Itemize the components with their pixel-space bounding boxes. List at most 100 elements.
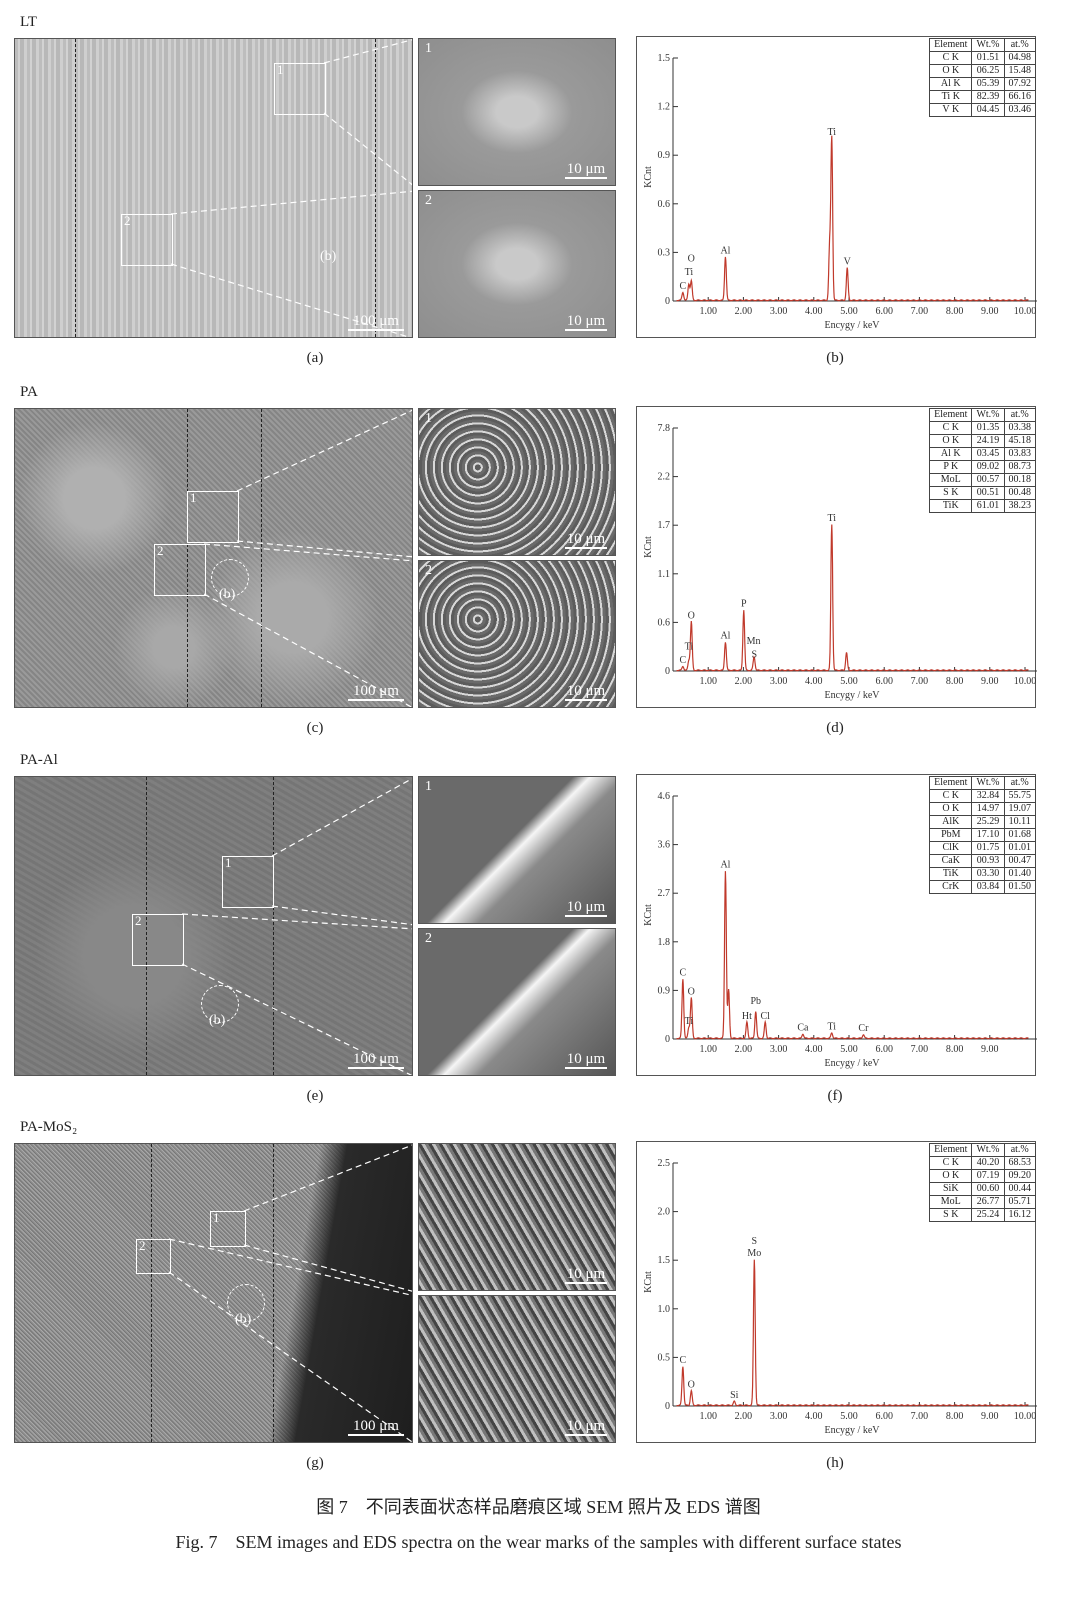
table-header: Element xyxy=(929,1143,973,1157)
x-tick-label: 4.00 xyxy=(805,1411,823,1422)
x-tick-label: 7.00 xyxy=(911,1411,929,1422)
peak-label: Ti xyxy=(685,267,694,278)
table-cell: 01.50 xyxy=(1003,880,1036,894)
y-tick-label: 1.5 xyxy=(658,53,671,64)
table-cell: O K xyxy=(929,802,973,816)
zoom-box-1: 1 xyxy=(210,1210,246,1247)
table-cell: 00.60 xyxy=(971,1182,1005,1196)
zoom-box-number: 2 xyxy=(139,1238,146,1253)
table-cell: 08.73 xyxy=(1003,460,1036,474)
table-row: C K 32.84 55.75 xyxy=(929,789,1036,803)
x-tick-label: 5.00 xyxy=(840,1044,858,1055)
x-tick-label: 3.00 xyxy=(770,306,788,317)
peak-label-group: Cl xyxy=(760,1011,770,1022)
peak-label-group: Al xyxy=(720,631,730,642)
table-header-row: Element Wt.% at.% xyxy=(929,1143,1036,1157)
x-tick-label: 9.00 xyxy=(981,1044,999,1055)
table-header: Wt.% xyxy=(971,38,1005,52)
peak-label-group: Ti xyxy=(827,513,836,524)
table-row: CaK 00.93 00.47 xyxy=(929,854,1036,868)
peak-label-group: Si xyxy=(730,1390,739,1401)
table-cell: 24.19 xyxy=(971,434,1005,448)
peak-label-group: C xyxy=(680,281,687,292)
table-row: O K 14.97 19.07 xyxy=(929,802,1036,816)
table-cell: 04.98 xyxy=(1003,51,1036,65)
x-tick-label: 8.00 xyxy=(946,1044,964,1055)
x-tick-label: 7.00 xyxy=(911,1044,929,1055)
row-label: PA-Al xyxy=(20,752,58,768)
zoom-box-number: 1 xyxy=(213,1210,220,1225)
sem-image-main: 1 2 (b) 100 μm xyxy=(14,1143,413,1443)
peak-label-group: Ti xyxy=(827,127,836,138)
table-cell: 25.29 xyxy=(971,815,1005,829)
table-cell: CrK xyxy=(929,880,973,894)
zoom-connector-line xyxy=(168,1238,412,1296)
y-tick-label: 0 xyxy=(665,296,670,307)
table-cell: CaK xyxy=(929,854,973,868)
peak-label-group: SMo xyxy=(747,1236,761,1259)
table-row: Al K 05.39 07.92 xyxy=(929,77,1036,91)
peak-label-group: O xyxy=(688,610,695,621)
eds-region-label: (b) xyxy=(219,587,236,602)
y-tick-label: 1.8 xyxy=(658,937,671,948)
table-row: O K 24.19 45.18 xyxy=(929,434,1036,448)
peak-label-group: V xyxy=(844,257,852,268)
table-cell: 68.53 xyxy=(1003,1156,1036,1170)
dashed-track-boundary xyxy=(75,39,76,337)
peak-label: C xyxy=(680,1355,687,1366)
y-tick-label: 0 xyxy=(665,666,670,677)
table-header: at.% xyxy=(1003,38,1036,52)
peak-label-group: C xyxy=(680,1355,687,1366)
table-header-row: Element Wt.% at.% xyxy=(929,776,1036,790)
table-cell: 06.25 xyxy=(971,64,1005,78)
table-row: S K 25.24 16.12 xyxy=(929,1208,1036,1222)
peak-label: Ht xyxy=(742,1011,752,1022)
panel-tag-sem: (e) xyxy=(306,1088,324,1104)
eds-composition-table: Element Wt.% at.% C K 32.84 55.75 O K 14.97 19.0… xyxy=(929,776,1036,894)
eds-plot: 0 0.6 1.1 1.7 2.2 7.8 1.00 2.00 3.00 4.00 5.00 6.00… xyxy=(643,423,1037,701)
zoom-box-number: 1 xyxy=(225,855,232,870)
table-cell: 00.93 xyxy=(971,854,1005,868)
peak-label: Mn xyxy=(747,636,761,647)
peak-label: O xyxy=(688,987,695,998)
table-cell: 61.01 xyxy=(971,499,1005,513)
sem-image-inset-2: 10 μm xyxy=(418,1295,616,1443)
table-cell: 07.92 xyxy=(1003,77,1036,91)
table-header: at.% xyxy=(1003,776,1036,790)
x-tick-label: 4.00 xyxy=(805,676,823,687)
y-tick-label: 1.2 xyxy=(658,102,671,113)
scale-bar-inset: 10 μm xyxy=(565,313,607,331)
x-tick-label: 10.00 xyxy=(1014,1411,1037,1422)
table-cell: 15.48 xyxy=(1003,64,1036,78)
zoom-box-number: 2 xyxy=(135,913,142,928)
x-tick-label: 9.00 xyxy=(981,306,999,317)
table-row: O K 06.25 15.48 xyxy=(929,64,1036,78)
x-tick-label: 7.00 xyxy=(911,676,929,687)
peak-label-group: P xyxy=(741,599,747,610)
table-cell: 03.45 xyxy=(971,447,1005,461)
y-tick-label: 7.8 xyxy=(658,423,671,434)
x-tick-label: 5.00 xyxy=(840,676,858,687)
zoom-box-2: 2 xyxy=(136,1238,171,1274)
dashed-track-boundary xyxy=(261,409,262,707)
x-tick-label: 8.00 xyxy=(946,1411,964,1422)
table-cell: P K xyxy=(929,460,973,474)
x-tick-label: 3.00 xyxy=(770,676,788,687)
peak-label: P xyxy=(741,599,747,610)
table-cell: 00.51 xyxy=(971,486,1005,500)
peak-label: Al xyxy=(720,860,730,871)
table-cell: 01.75 xyxy=(971,841,1005,855)
zoom-connector-line xyxy=(271,777,412,857)
y-tick-label: 1.1 xyxy=(658,569,671,580)
table-header: at.% xyxy=(1003,1143,1036,1157)
dashed-track-boundary xyxy=(375,39,376,337)
table-cell: 03.84 xyxy=(971,880,1005,894)
x-tick-label: 2.00 xyxy=(735,1044,753,1055)
x-tick-label: 3.00 xyxy=(770,1411,788,1422)
peak-label-group: Al xyxy=(720,860,730,871)
table-cell: TiK xyxy=(929,499,973,513)
x-tick-label: 2.00 xyxy=(735,1411,753,1422)
table-cell: AlK xyxy=(929,815,973,829)
table-row: PbM 17.10 01.68 xyxy=(929,828,1036,842)
dashed-track-boundary xyxy=(187,409,188,707)
